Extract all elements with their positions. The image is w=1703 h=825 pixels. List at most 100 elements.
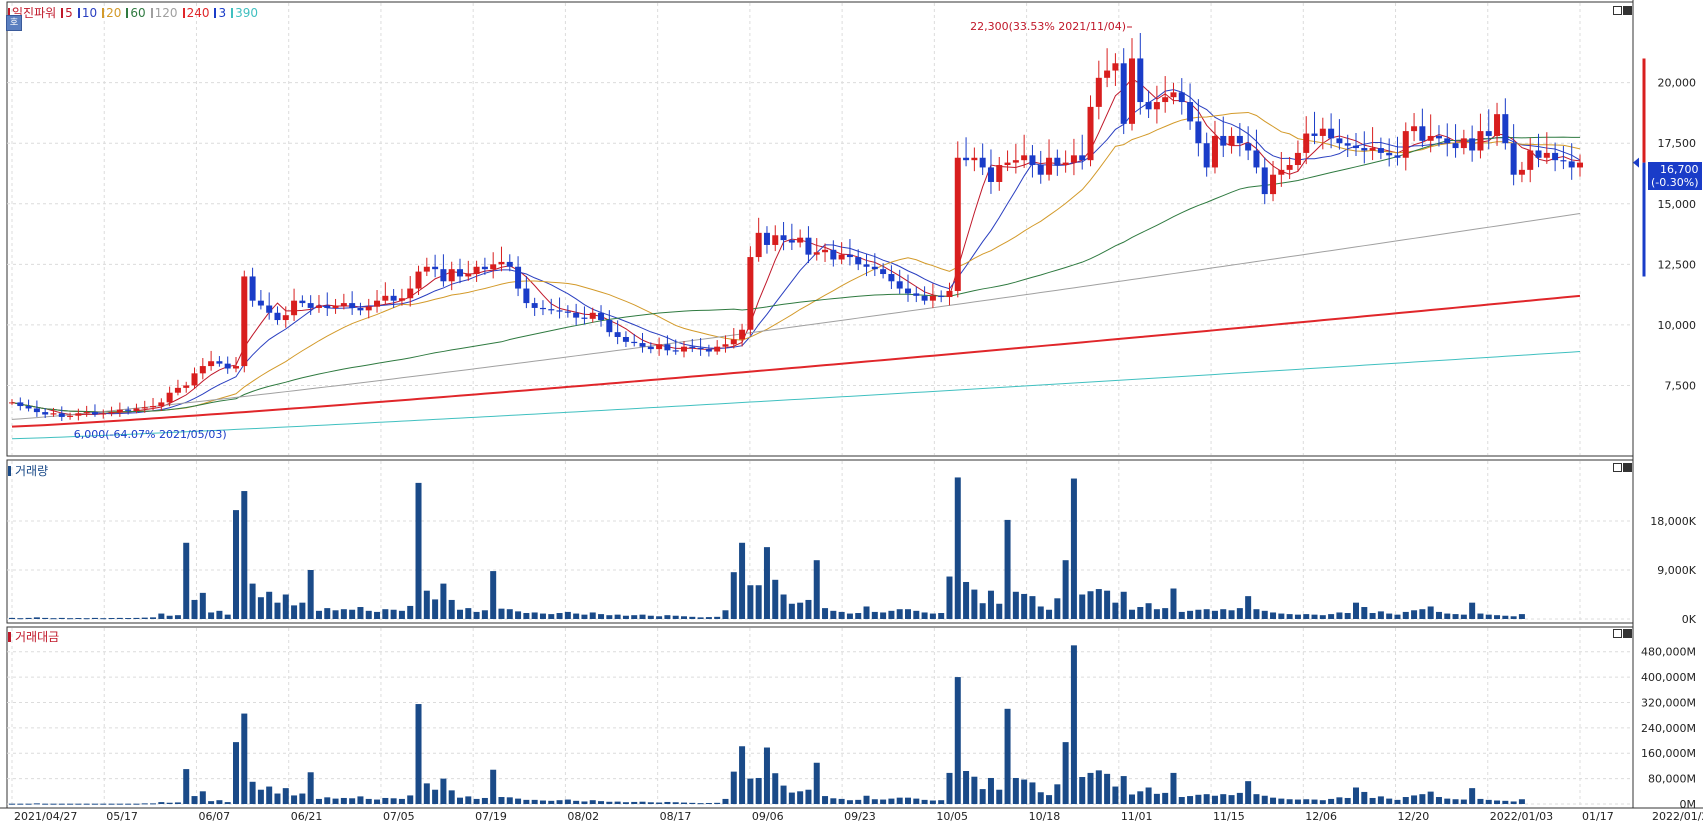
candle-body bbox=[548, 309, 555, 311]
legend-ma-390: 390 bbox=[231, 6, 258, 20]
amount-bar bbox=[705, 802, 712, 804]
volume-bar bbox=[1261, 610, 1268, 619]
volume-bar bbox=[1046, 609, 1053, 619]
ma-5-line bbox=[11, 78, 1581, 416]
amount-bar bbox=[490, 769, 497, 804]
candle-body bbox=[589, 312, 596, 319]
amount-bar bbox=[1294, 799, 1301, 804]
volume-bar bbox=[606, 615, 613, 619]
volume-bar bbox=[1411, 610, 1418, 619]
volume-y-tick: 18,000K bbox=[1650, 515, 1696, 528]
amount-bar bbox=[614, 801, 621, 804]
candle-body bbox=[498, 261, 505, 265]
volume-panel-minimize-button[interactable] bbox=[1613, 463, 1622, 472]
candle-body bbox=[1328, 128, 1335, 139]
candle-body bbox=[1543, 152, 1550, 158]
amount-bar bbox=[1104, 773, 1111, 804]
candle-body bbox=[1062, 162, 1069, 166]
candle-body bbox=[523, 288, 530, 304]
amount-bar bbox=[1460, 799, 1467, 804]
amount-panel-minimize-button[interactable] bbox=[1613, 629, 1622, 638]
volume-bar bbox=[1303, 614, 1310, 619]
volume-panel-maximize-button[interactable] bbox=[1623, 463, 1632, 472]
candle-body bbox=[1336, 138, 1343, 144]
volume-bar bbox=[1377, 611, 1384, 619]
candle-body bbox=[473, 266, 480, 275]
price-panel-maximize-button[interactable] bbox=[1623, 6, 1632, 15]
candle-body bbox=[50, 413, 57, 415]
volume-bar bbox=[183, 542, 190, 619]
candle-body bbox=[664, 344, 671, 351]
candle-body bbox=[747, 257, 754, 330]
volume-bar bbox=[1162, 608, 1169, 619]
volume-bar bbox=[1087, 591, 1094, 619]
candle-body bbox=[1460, 138, 1467, 149]
volume-bar bbox=[125, 618, 132, 620]
amount-bar bbox=[1303, 799, 1310, 804]
candle-body bbox=[291, 300, 298, 316]
volume-bar bbox=[739, 542, 746, 619]
volume-bar bbox=[573, 613, 580, 619]
ma-60-line bbox=[11, 136, 1581, 413]
volume-bar bbox=[539, 613, 546, 619]
amount-bar bbox=[1361, 791, 1368, 804]
candle-body bbox=[1087, 106, 1094, 161]
price-y-tick: 20,000 bbox=[1658, 77, 1697, 90]
volume-bar bbox=[1170, 588, 1177, 619]
candle-body bbox=[1112, 63, 1119, 71]
volume-bar bbox=[1195, 609, 1202, 619]
volume-bar bbox=[813, 560, 820, 619]
volume-bar bbox=[880, 612, 887, 619]
amount-bar bbox=[1510, 801, 1517, 804]
candle-body bbox=[622, 337, 629, 342]
amount-bar bbox=[1278, 798, 1285, 804]
candle-body bbox=[266, 305, 273, 313]
candle-body bbox=[407, 288, 414, 299]
candle-body bbox=[1311, 133, 1318, 136]
volume-bar bbox=[921, 612, 928, 619]
candle-body bbox=[116, 409, 123, 413]
candle-body bbox=[1427, 135, 1434, 141]
main-legend: 일진파워 5 10 20 60 120 240 3 390 bbox=[8, 4, 258, 21]
amount-bar bbox=[929, 800, 936, 804]
volume-bar bbox=[75, 618, 82, 620]
volume-bar bbox=[1394, 614, 1401, 619]
candle-body bbox=[241, 276, 248, 367]
volume-bar bbox=[1012, 591, 1019, 619]
volume-bar bbox=[1502, 615, 1509, 619]
amount-bar bbox=[1112, 786, 1119, 804]
volume-bar bbox=[639, 614, 646, 619]
volume-bar bbox=[755, 585, 762, 619]
amount-bar bbox=[1411, 795, 1418, 804]
volume-bar bbox=[954, 477, 961, 619]
amount-bar bbox=[133, 803, 140, 805]
volume-bar bbox=[1402, 611, 1409, 619]
amount-bar bbox=[1236, 792, 1243, 804]
volume-bar bbox=[457, 609, 463, 619]
amount-y-tick: 240,000M bbox=[1641, 722, 1696, 735]
candle-body bbox=[996, 165, 1003, 182]
x-tick-label: 2022/01/24 bbox=[1652, 810, 1703, 823]
volume-bar bbox=[1494, 615, 1501, 619]
volume-bar bbox=[291, 605, 298, 619]
amount-bar bbox=[639, 801, 646, 804]
candle-body bbox=[598, 312, 605, 321]
volume-bar bbox=[1245, 596, 1252, 619]
legend-ma-3: 3 bbox=[214, 6, 226, 20]
candle-body bbox=[332, 305, 339, 308]
amount-bar bbox=[1311, 799, 1318, 804]
volume-bar bbox=[1079, 594, 1086, 619]
amount-panel-maximize-button[interactable] bbox=[1623, 629, 1632, 638]
price-panel-minimize-button[interactable] bbox=[1613, 6, 1622, 15]
amount-bar bbox=[921, 799, 928, 804]
current-change: (-0.30%) bbox=[1651, 176, 1699, 189]
ho-button[interactable]: 호 bbox=[6, 15, 22, 31]
amount-bar bbox=[357, 796, 364, 804]
volume-bar bbox=[938, 613, 945, 619]
candle-body bbox=[714, 346, 721, 352]
amount-bar bbox=[150, 803, 157, 805]
volume-bar bbox=[788, 603, 795, 619]
volume-bar bbox=[1112, 602, 1119, 619]
amount-bar bbox=[274, 793, 281, 804]
